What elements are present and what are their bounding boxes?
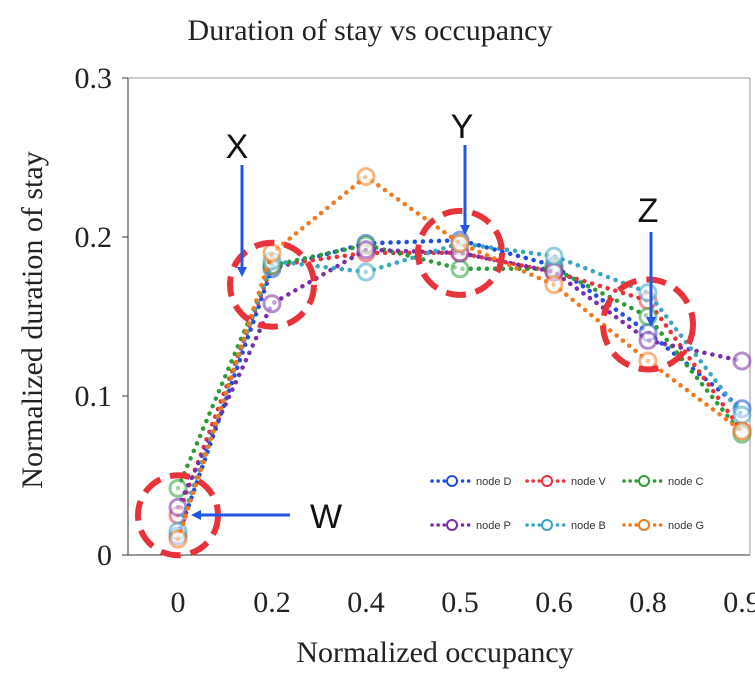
y-axis-label: Normalized duration of stay bbox=[16, 151, 49, 488]
data-point bbox=[732, 351, 752, 371]
data-point bbox=[638, 330, 658, 350]
legend-label: node B bbox=[571, 520, 606, 532]
data-point bbox=[638, 283, 658, 303]
data-point bbox=[544, 246, 564, 266]
data-point bbox=[168, 478, 188, 498]
data-point bbox=[450, 233, 470, 253]
x-tick-label: 0 bbox=[171, 586, 186, 619]
x-tick-label: 0.8 bbox=[629, 586, 667, 619]
annotation-x: X bbox=[226, 128, 317, 330]
annotation-circle bbox=[600, 276, 696, 373]
y-tick-label: 0.1 bbox=[75, 380, 113, 413]
legend-entry: node D bbox=[430, 475, 512, 488]
x-axis-label: Normalized occupancy bbox=[296, 636, 573, 669]
x-tick-label: 0.2 bbox=[253, 586, 291, 619]
data-point bbox=[450, 259, 470, 279]
legend-swatch-marker bbox=[638, 475, 650, 487]
legend-label: node P bbox=[476, 520, 511, 532]
data-point bbox=[356, 240, 376, 260]
x-tick-label: 0.4 bbox=[347, 586, 385, 619]
data-point bbox=[732, 405, 752, 425]
legend-swatch-marker bbox=[541, 519, 553, 531]
annotation-label: W bbox=[310, 498, 342, 536]
legend-label: node C bbox=[668, 476, 704, 488]
annotation-label: X bbox=[226, 128, 249, 166]
data-point bbox=[356, 167, 376, 187]
x-tick-label: 0.9 bbox=[723, 586, 755, 619]
plot-area bbox=[127, 77, 751, 556]
legend-label: node V bbox=[571, 476, 607, 488]
legend-swatch-marker bbox=[638, 519, 650, 531]
data-point bbox=[544, 275, 564, 295]
legend-swatch-marker bbox=[541, 475, 553, 487]
legend-label: node D bbox=[476, 476, 512, 488]
annotation-circle bbox=[415, 207, 505, 298]
data-point bbox=[262, 243, 282, 263]
series-node-v bbox=[168, 243, 752, 525]
annotation-label: Y bbox=[451, 108, 474, 146]
annotation-y: Y bbox=[415, 108, 505, 298]
data-point bbox=[262, 294, 282, 314]
legend-entry: node C bbox=[622, 475, 704, 488]
annotation-label: Z bbox=[638, 192, 659, 230]
chart-title: Duration of stay vs occupancy bbox=[188, 14, 553, 47]
legend-entry: node G bbox=[622, 519, 704, 532]
data-point bbox=[168, 497, 188, 517]
legend-label: node G bbox=[668, 520, 704, 532]
annotation-layer: W X Y Z bbox=[135, 108, 696, 559]
legend-swatch-marker bbox=[446, 519, 458, 531]
series-layer bbox=[168, 167, 752, 549]
legend: node D node V node C node P node B node G bbox=[430, 475, 704, 532]
annotation-z: Z bbox=[600, 192, 696, 373]
x-tick-label: 0.6 bbox=[535, 586, 573, 619]
y-tick-label: 0.3 bbox=[75, 62, 113, 95]
y-tick-label: 0 bbox=[97, 539, 112, 572]
data-point bbox=[732, 421, 752, 441]
legend-swatch-marker bbox=[446, 475, 458, 487]
x-tick-label: 0.5 bbox=[441, 586, 479, 619]
series-node-c bbox=[168, 235, 752, 498]
series-node-g bbox=[168, 167, 752, 549]
annotation-w: W bbox=[135, 472, 342, 559]
y-axis-ticks: 0 0.1 0.2 0.3 bbox=[75, 62, 128, 572]
data-point bbox=[638, 307, 658, 326]
y-tick-label: 0.2 bbox=[75, 221, 113, 254]
legend-entry: node V bbox=[525, 475, 607, 488]
data-point bbox=[356, 262, 376, 282]
x-axis-ticks: 0 0.2 0.4 0.5 0.6 0.8 0.9 bbox=[171, 586, 755, 619]
legend-entry: node P bbox=[430, 519, 511, 532]
annotation-circle bbox=[227, 239, 317, 330]
data-point bbox=[168, 529, 188, 549]
legend-entry: node B bbox=[525, 519, 606, 532]
